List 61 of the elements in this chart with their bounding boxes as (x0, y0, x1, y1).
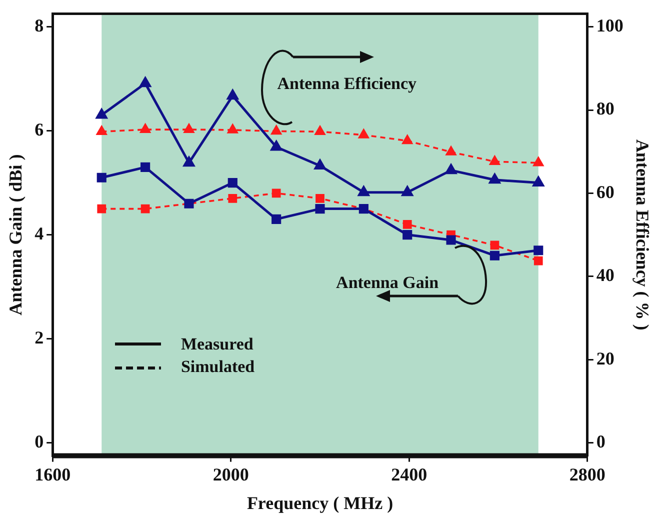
point (446, 146, 456, 156)
point (140, 162, 150, 172)
x-tick-label: 2800 (569, 464, 606, 484)
point (402, 186, 413, 196)
point (227, 124, 238, 134)
y2-tick-label: 40 (596, 265, 614, 286)
point (272, 214, 282, 224)
point (358, 186, 370, 196)
point (490, 250, 500, 260)
x-tick-label: 2000 (212, 464, 249, 484)
point (183, 156, 195, 167)
point (140, 124, 151, 133)
y-tick-label: 6 (34, 119, 44, 140)
y2-tick-label: 20 (596, 348, 614, 368)
x-axis-title: Frequency ( MHz ) (246, 492, 394, 513)
point (534, 256, 543, 266)
point (358, 129, 369, 138)
annotation: Simulated (180, 356, 256, 376)
point (489, 156, 500, 165)
point (490, 240, 500, 250)
point (184, 124, 194, 133)
point (314, 159, 326, 170)
point (96, 172, 106, 182)
y-tick-label: 0 (34, 431, 44, 452)
y2-tick-label: 80 (596, 98, 614, 119)
point (533, 156, 544, 166)
x-tick-label: 2400 (391, 464, 428, 484)
point (96, 108, 108, 119)
y2-axis-title: Antenna Efficiency ( % ) (632, 139, 653, 330)
point (227, 90, 238, 100)
y-tick-label: 4 (34, 223, 44, 244)
y2-tick-label: 60 (596, 182, 614, 202)
annotation: Antenna Efficiency (277, 74, 418, 93)
point (271, 125, 282, 135)
x-tick-label: 1600 (34, 464, 71, 484)
y-tick-label: 8 (34, 15, 44, 36)
point (489, 174, 500, 184)
y2-tick-label: 100 (596, 15, 624, 36)
point (532, 176, 544, 187)
point (402, 220, 412, 229)
point (446, 235, 456, 245)
point (270, 140, 282, 151)
point (402, 230, 412, 240)
point (316, 194, 324, 203)
point (228, 194, 238, 203)
point (97, 204, 106, 214)
point (315, 204, 325, 214)
point (534, 246, 544, 256)
y-tick-label: 2 (34, 327, 44, 348)
point (140, 204, 150, 214)
y2-tick-label: 0 (596, 431, 606, 452)
point (314, 126, 326, 136)
point (140, 77, 151, 88)
point (96, 126, 107, 136)
point (228, 178, 238, 188)
y-axis-title: Antenna Gain ( dBi ) (5, 154, 26, 316)
point (445, 164, 457, 174)
point (272, 188, 281, 198)
point (402, 134, 413, 144)
annotation: Measured (180, 334, 254, 354)
annotation: Antenna Gain (336, 272, 440, 292)
